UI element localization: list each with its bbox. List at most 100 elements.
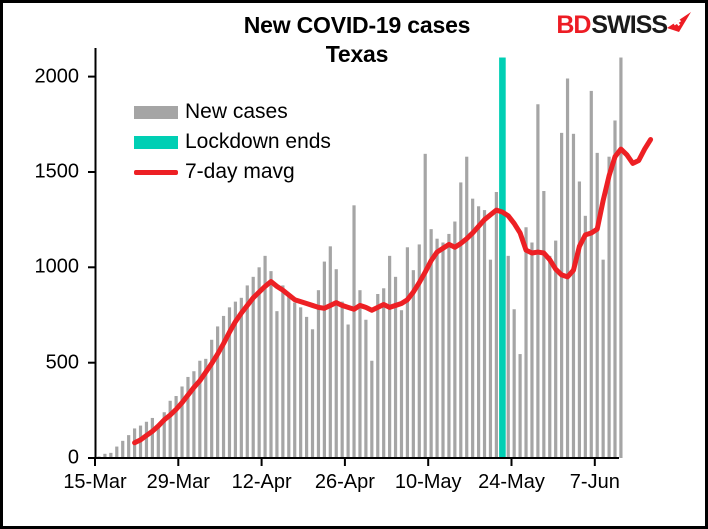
- bar: [577, 181, 582, 459]
- bar: [304, 316, 309, 458]
- legend-line-swatch: [134, 169, 178, 175]
- bar: [370, 360, 374, 458]
- x-axis-tick-label: 7-Jun: [569, 471, 620, 493]
- bar: [571, 133, 576, 458]
- legend-bar-swatch: [134, 105, 178, 119]
- bar: [322, 261, 326, 458]
- bar: [595, 152, 599, 458]
- bar: [174, 396, 178, 458]
- y-axis-tick-label: 1500: [34, 160, 80, 183]
- bar: [512, 309, 516, 458]
- bar: [334, 269, 338, 458]
- bar: [411, 270, 415, 458]
- x-axis-tick-label: 29-Mar: [146, 471, 210, 493]
- bar: [150, 417, 154, 458]
- bar: [328, 246, 332, 458]
- bar: [476, 206, 481, 458]
- chart-legend: New cases Lockdown ends 7-day mavg: [134, 97, 331, 187]
- y-axis-tick-label: 500: [45, 351, 79, 374]
- bar: [180, 386, 184, 458]
- bar: [293, 302, 297, 458]
- bar: [121, 440, 125, 458]
- bar: [127, 435, 131, 458]
- x-axis-tick-label: 24-May: [478, 471, 545, 493]
- x-axis-tick-label: 15-Mar: [63, 471, 127, 493]
- x-axis-tick-label: 26-Apr: [314, 471, 375, 493]
- bar: [263, 255, 267, 458]
- bar: [393, 276, 398, 458]
- bar: [536, 104, 540, 458]
- bar: [310, 329, 315, 458]
- bar: [399, 310, 404, 458]
- bar: [216, 326, 220, 458]
- logo-text-swiss: SWISS: [591, 10, 668, 39]
- bar: [417, 244, 421, 458]
- bar: [405, 247, 410, 458]
- bar: [103, 453, 107, 458]
- bar: [613, 120, 617, 458]
- legend-bar-swatch: [134, 135, 178, 149]
- bar: [435, 238, 439, 458]
- swiss-flag-arrow-icon: [665, 11, 691, 39]
- bar: [287, 294, 291, 458]
- bar: [109, 452, 113, 458]
- bar: [459, 182, 463, 458]
- bar: [382, 288, 386, 458]
- bar: [376, 294, 380, 458]
- bar: [548, 255, 552, 458]
- bar: [482, 210, 487, 458]
- bdswiss-logo[interactable]: BD SWISS: [556, 10, 691, 39]
- legend-item-bar: New cases: [134, 97, 331, 127]
- bar: [518, 354, 522, 458]
- y-axis-tick-label: 0: [67, 446, 79, 469]
- mavg-line-series: [132, 137, 654, 446]
- bar: [494, 191, 498, 459]
- bar: [465, 156, 469, 458]
- bar: [554, 240, 558, 458]
- bar: [192, 371, 196, 458]
- bar: [257, 267, 261, 458]
- bar: [429, 229, 433, 458]
- bar: [358, 290, 362, 458]
- bar: [162, 412, 166, 458]
- legend-item-label: 7-day mavg: [185, 160, 295, 183]
- bar: [441, 242, 445, 458]
- bar: [506, 255, 510, 458]
- bar: [601, 259, 605, 458]
- bar: [423, 153, 427, 458]
- chart-plot-area: [88, 48, 654, 466]
- bar: [275, 311, 279, 458]
- bar: [583, 215, 587, 458]
- bar: [233, 301, 238, 458]
- bar: [316, 290, 321, 458]
- x-axis-tick-marks: [94, 458, 596, 466]
- bar: [281, 285, 285, 458]
- y-axis-tick-marks: [88, 75, 96, 459]
- bar: [221, 315, 226, 458]
- bar: [156, 427, 160, 458]
- bar: [388, 255, 392, 458]
- bar: [299, 307, 303, 458]
- bar: [251, 276, 255, 458]
- bar: [204, 358, 208, 458]
- bar: [210, 339, 214, 458]
- bar: [269, 271, 273, 458]
- bar: [589, 90, 593, 458]
- legend-item-line: 7-day mavg: [134, 157, 331, 187]
- lockdown-ends-marker: [499, 57, 506, 458]
- bar: [168, 400, 172, 458]
- bar: [542, 191, 546, 458]
- bar: [607, 156, 611, 458]
- bar: [115, 446, 119, 458]
- bar: [245, 285, 249, 458]
- legend-item-label: Lockdown ends: [185, 130, 331, 153]
- bar: [471, 198, 475, 458]
- bar: [619, 57, 623, 458]
- bar: [530, 242, 534, 458]
- bar: [524, 227, 528, 458]
- bar: [565, 78, 570, 458]
- bar: [346, 324, 350, 458]
- x-axis-tick-label: 12-Apr: [231, 471, 292, 493]
- bar: [364, 319, 368, 458]
